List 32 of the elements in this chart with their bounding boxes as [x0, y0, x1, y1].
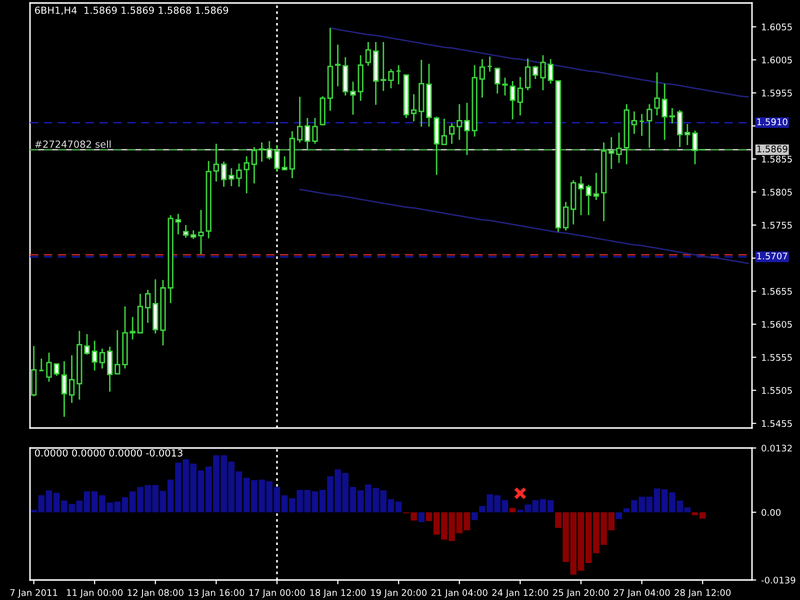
x-tick-label: 11 Jan 00:00	[67, 589, 123, 598]
y-tick-label: 1.5505	[762, 387, 792, 394]
ref-line-label: 1.5869	[757, 146, 788, 152]
x-tick-label: 18 Jan 12:00	[310, 589, 366, 598]
chart-title: 0.0000 0.0000 0.0000 -0.0013	[34, 449, 182, 457]
y-tick-label: 1.5855	[762, 156, 792, 163]
y-tick-label: 1.5955	[762, 90, 792, 96]
ref-line-label: 1.5707	[757, 252, 788, 260]
x-tick-label: 13 Jan 16:00	[188, 589, 244, 598]
x-tick-label: 25 Jan 20:00	[553, 589, 609, 598]
y-tick-label: 1.5555	[762, 354, 792, 361]
x-tick-label: 21 Jan 04:00	[431, 589, 488, 598]
x-tick-label: 24 Jan 12:00	[492, 589, 548, 598]
y-tick-label: 1.6005	[762, 56, 792, 64]
chart-title: 6BH1,H4 1.5869 1.5869 1.5868 1.5869	[35, 6, 228, 15]
x-tick-label: 17 Jan 00:00	[249, 589, 305, 598]
y-tick-label: -0.0139	[761, 576, 796, 584]
y-tick-label: 1.5755	[762, 222, 792, 229]
x-tick-label: 12 Jan 08:00	[128, 589, 184, 598]
x-tick-label: 27 Jan 04:00	[614, 589, 670, 598]
ref-line-label: 1.5910	[757, 118, 788, 126]
annotation: #27247082 sell	[35, 140, 111, 148]
x-tick-label: 19 Jan 20:00	[371, 589, 427, 598]
y-tick-label: 1.6055	[762, 24, 792, 30]
y-tick-label: 1.5605	[762, 320, 792, 328]
y-tick-label: 1.5455	[762, 420, 792, 427]
y-tick-label: 1.5655	[762, 288, 792, 295]
x-tick-label: 7 Jan 2011	[10, 589, 58, 598]
y-tick-label: 0.0132	[762, 444, 792, 452]
y-tick-label: 0.00	[762, 509, 781, 516]
y-tick-label: 1.5805	[762, 188, 792, 196]
x-tick-label: 28 Jan 12:00	[674, 589, 731, 598]
